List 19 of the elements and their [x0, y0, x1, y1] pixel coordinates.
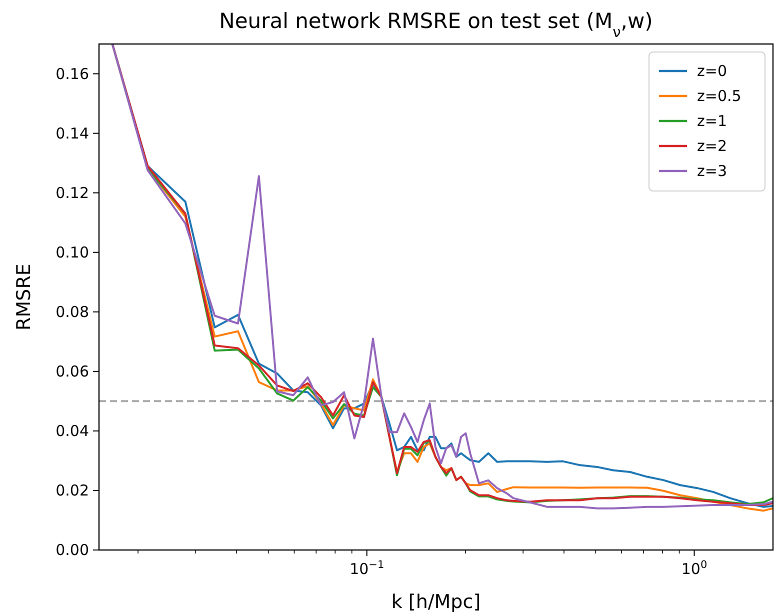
legend-label: z=2: [697, 137, 727, 155]
x-tick-label: 10$^{0}$: [681, 559, 708, 578]
y-tick-label: 0.16: [56, 64, 89, 83]
legend-label: z=0: [697, 62, 727, 80]
y-tick-label: 0.14: [56, 124, 89, 142]
x-axis-title: k [h/Mpc]: [391, 591, 481, 613]
y-tick-label: 0.00: [56, 541, 89, 559]
y-tick-label: 0.06: [56, 362, 89, 380]
y-tick-label: 0.02: [56, 481, 89, 500]
legend-label: z=0.5: [697, 87, 742, 105]
legend-label: z=3: [697, 162, 727, 180]
legend-label: z=1: [697, 112, 727, 130]
y-axis-title: RMSRE: [13, 264, 35, 330]
y-tick-label: 0.12: [56, 184, 89, 202]
x-tick-label: 10$^{−1}$: [350, 559, 384, 578]
y-tick-label: 0.04: [56, 422, 89, 440]
y-tick-label: 0.10: [56, 243, 89, 262]
y-tick-label: 0.08: [56, 302, 89, 321]
chart-title: Neural network RMSRE on test set (M$_{ν}$,w): [219, 9, 653, 40]
